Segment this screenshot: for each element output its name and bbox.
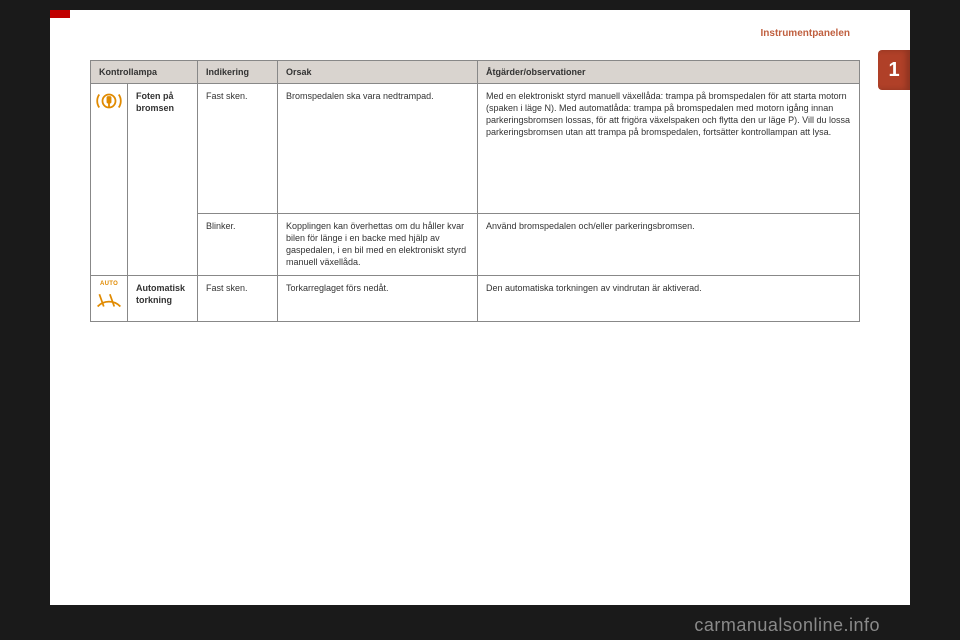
indication-cell: Blinker. xyxy=(198,214,278,276)
warning-lamp-table: Kontrollampa Indikering Orsak Åtgärder/o… xyxy=(90,60,860,322)
table-row: Blinker. Kopplingen kan överhettas om du… xyxy=(91,214,860,276)
col-indication: Indikering xyxy=(198,61,278,84)
cause-cell: Kopplingen kan överhettas om du håller k… xyxy=(278,214,478,276)
indication-cell: Fast sken. xyxy=(198,275,278,321)
cause-cell: Torkarreglaget förs nedåt. xyxy=(278,275,478,321)
col-lamp: Kontrollampa xyxy=(91,61,198,84)
lamp-icon-cell: AUTO xyxy=(91,275,128,321)
table-row: AUTO Automatisk torkning xyxy=(91,275,860,321)
manual-page: Instrumentpanelen 1 Kontrollampa Indiker… xyxy=(50,10,910,605)
action-cell: Med en elektroniskt styrd manuell växell… xyxy=(478,84,860,214)
action-cell: Den automatiska torkningen av vindrutan … xyxy=(478,275,860,321)
lamp-label: Automatisk torkning xyxy=(128,275,198,321)
cause-cell: Bromspedalen ska vara nedtrampad. xyxy=(278,84,478,214)
accent-strip xyxy=(50,10,70,18)
indication-cell: Fast sken. xyxy=(198,84,278,214)
lamp-label: Foten på bromsen xyxy=(128,84,198,276)
lamp-icon-cell xyxy=(91,84,128,276)
table-header-row: Kontrollampa Indikering Orsak Åtgärder/o… xyxy=(91,61,860,84)
col-action: Åtgärder/observationer xyxy=(478,61,860,84)
content-area: Kontrollampa Indikering Orsak Åtgärder/o… xyxy=(90,60,860,322)
action-cell: Använd bromspedalen och/eller parkerings… xyxy=(478,214,860,276)
col-cause: Orsak xyxy=(278,61,478,84)
chapter-tab: 1 xyxy=(878,50,910,90)
auto-wiper-icon xyxy=(95,289,123,317)
watermark-text: carmanualsonline.info xyxy=(694,615,880,636)
brake-pedal-icon xyxy=(96,88,122,114)
table-row: Foten på bromsen Fast sken. Bromspedalen… xyxy=(91,84,860,214)
auto-label: AUTO xyxy=(95,280,123,288)
section-title: Instrumentpanelen xyxy=(761,28,850,39)
